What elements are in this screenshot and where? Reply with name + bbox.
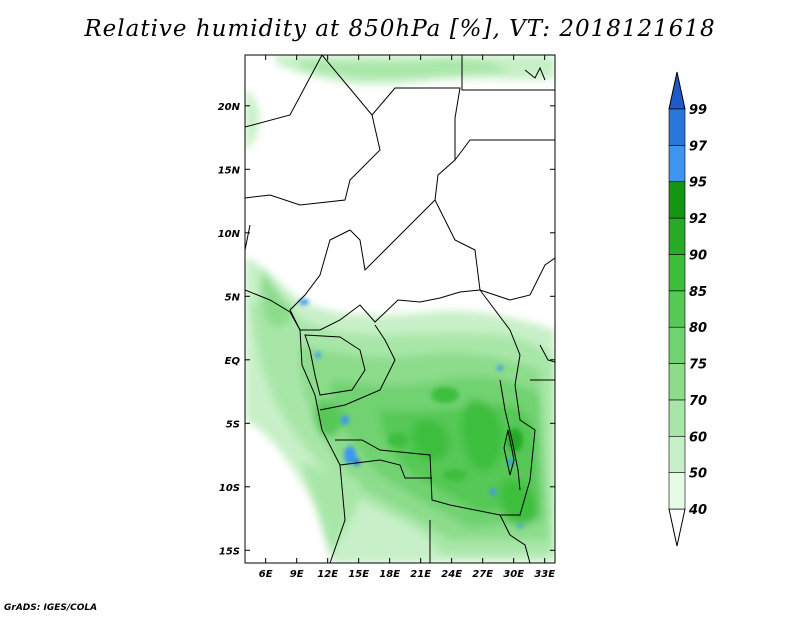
- colorbar-segment: [668, 399, 686, 437]
- colorbar-segment: [668, 217, 686, 255]
- colorbar: 40 50 60 70 75 80 85 90 92 95 97 99: [668, 71, 708, 547]
- lat-tick-label: 10N: [218, 229, 241, 240]
- colorbar-extend-max: [668, 71, 686, 110]
- colorbar-label: 60: [689, 430, 707, 445]
- plot-frame: [244, 54, 556, 564]
- lon-tick-label: 12E: [317, 569, 338, 580]
- lon-tick-label: 33E: [534, 569, 555, 580]
- colorbar-segment: [668, 290, 686, 328]
- colorbar-label: 80: [689, 321, 707, 336]
- colorbar-segment: [668, 363, 686, 401]
- humidity-field: [245, 55, 555, 563]
- colorbar-segment: [668, 472, 686, 510]
- lon-tick-label: 15E: [348, 569, 369, 580]
- lon-tick-label: 27E: [472, 569, 493, 580]
- lon-tick-label: 6E: [259, 569, 273, 580]
- colorbar-extend-min: [668, 508, 686, 547]
- lat-tick-label: 10S: [219, 483, 240, 494]
- lon-tick-label: 9E: [290, 569, 304, 580]
- lat-tick-label: 15S: [219, 546, 240, 557]
- lon-tick-label: 24E: [441, 569, 462, 580]
- country-borders: [245, 55, 555, 563]
- credit-label: GrADS: IGES/COLA: [4, 603, 98, 613]
- colorbar-label: 75: [689, 358, 707, 373]
- colorbar-label: 40: [688, 503, 707, 518]
- colorbar-label: 92: [689, 212, 707, 227]
- colorbar-segment: [668, 181, 686, 219]
- lat-tick-label: 5S: [226, 419, 240, 430]
- colorbar-label: 97: [689, 139, 708, 154]
- colorbar-label: 50: [689, 467, 707, 482]
- lat-tick-label: 5N: [225, 292, 241, 303]
- lon-tick-label: 18E: [379, 569, 400, 580]
- lat-tick-label: 20N: [218, 102, 241, 113]
- colorbar-segment: [668, 108, 686, 146]
- lon-tick-label: 30E: [503, 569, 524, 580]
- colorbar-label: 90: [689, 248, 707, 263]
- colorbar-segment: [668, 435, 686, 473]
- lat-tick-label: EQ: [225, 356, 241, 367]
- colorbar-label: 99: [689, 103, 707, 118]
- lat-tick-label: 15N: [218, 165, 241, 176]
- lon-tick-label: 21E: [410, 569, 431, 580]
- colorbar-segment: [668, 254, 686, 292]
- colorbar-segment: [668, 145, 686, 183]
- map-title: Relative humidity at 850hPa [%], VT: 201…: [84, 16, 716, 42]
- colorbar-segment: [668, 326, 686, 364]
- colorbar-label: 70: [689, 394, 707, 409]
- colorbar-label: 95: [689, 176, 707, 191]
- axis-ticks: 6E 9E 12E 15E 18E 21E 24E 27E 30E 33E 20N 15N 10N 5N E…: [218, 55, 555, 580]
- colorbar-label: 85: [689, 285, 707, 300]
